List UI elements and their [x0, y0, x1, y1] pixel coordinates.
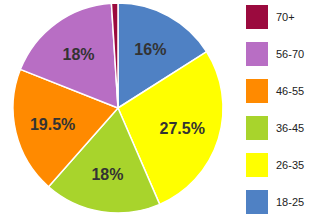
data-label: 18%	[62, 46, 94, 63]
chart: 16% 27.5% 18% 19.5% 18% 70+ 56-70 46-55 36-45 26-…	[0, 0, 318, 216]
data-label: 18%	[91, 166, 123, 183]
legend-swatch	[246, 42, 268, 66]
pie-slice	[111, 3, 118, 108]
legend: 70+ 56-70 46-55 36-45 26-35 18-25	[246, 5, 304, 214]
slices	[13, 3, 223, 213]
legend-swatch	[246, 153, 268, 177]
legend-label: 26-35	[276, 159, 304, 171]
legend-swatch	[246, 116, 268, 140]
legend-label: 46-55	[276, 85, 304, 97]
legend-label: 56-70	[276, 48, 304, 60]
pie-slice	[20, 3, 118, 108]
data-label: 27.5%	[160, 120, 205, 137]
data-label: 19.5%	[30, 116, 75, 133]
legend-label: 70+	[276, 11, 295, 23]
legend-label: 18-25	[276, 196, 304, 208]
legend-swatch	[246, 79, 268, 103]
legend-swatch	[246, 190, 268, 214]
data-label: 16%	[134, 41, 166, 58]
legend-label: 36-45	[276, 122, 304, 134]
legend-swatch	[246, 5, 268, 29]
data-labels: 16% 27.5% 18% 19.5% 18%	[30, 41, 205, 183]
